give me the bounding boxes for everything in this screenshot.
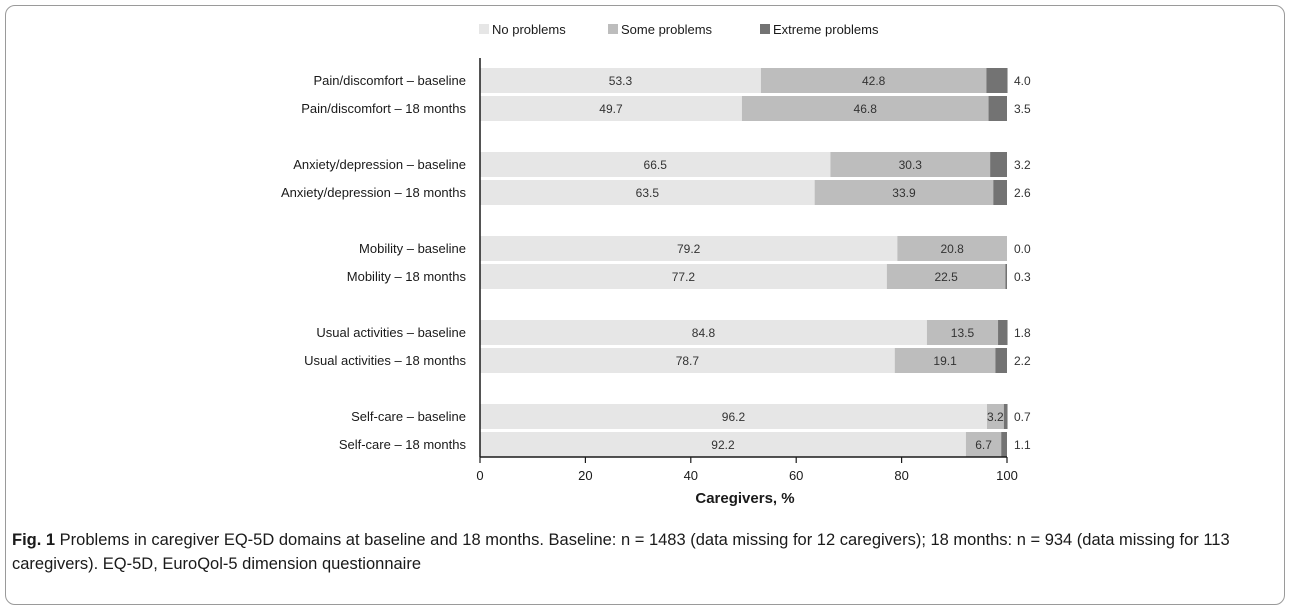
data-label: 77.2 bbox=[672, 270, 696, 284]
category-label: Usual activities – baseline bbox=[316, 325, 466, 340]
data-label: 6.7 bbox=[975, 438, 992, 452]
caption-label: Fig. 1 bbox=[12, 531, 56, 549]
data-label: 78.7 bbox=[676, 354, 700, 368]
data-label: 49.7 bbox=[599, 102, 623, 116]
x-tick-label: 100 bbox=[996, 468, 1018, 483]
category-label: Mobility – baseline bbox=[359, 241, 466, 256]
legend-label: No problems bbox=[492, 22, 566, 37]
data-label-extreme: 0.0 bbox=[1014, 242, 1031, 256]
data-label-extreme: 4.0 bbox=[1014, 74, 1031, 88]
stacked-bar-chart: No problems Some problems Extreme problems… bbox=[281, 22, 1031, 507]
category-label: Self-care – 18 months bbox=[339, 437, 467, 452]
x-tick-label: 0 bbox=[476, 468, 483, 483]
data-label-extreme: 0.3 bbox=[1014, 270, 1031, 284]
bar-segment bbox=[886, 264, 1006, 289]
data-label: 84.8 bbox=[692, 326, 716, 340]
category-label: Pain/discomfort – 18 months bbox=[301, 101, 466, 116]
caption-text: Problems in caregiver EQ-5D domains at b… bbox=[12, 531, 1230, 573]
bar-segment bbox=[480, 404, 987, 429]
data-label: 33.9 bbox=[892, 186, 916, 200]
bar-segment bbox=[1003, 404, 1008, 429]
data-label-extreme: 1.1 bbox=[1014, 438, 1031, 452]
bar-segment bbox=[894, 348, 996, 373]
bar-segment bbox=[480, 152, 831, 177]
bar-segment bbox=[990, 152, 1007, 177]
data-label-extreme: 3.5 bbox=[1014, 102, 1031, 116]
bar-segment bbox=[1005, 264, 1007, 289]
bar-segment bbox=[986, 68, 1008, 93]
bars: Pain/discomfort – baseline 53.3 42.8 4.0 Pai… bbox=[281, 68, 1031, 457]
bar-segment bbox=[995, 348, 1007, 373]
data-label: 42.8 bbox=[862, 74, 886, 88]
data-label: 19.1 bbox=[933, 354, 957, 368]
data-label: 46.8 bbox=[854, 102, 878, 116]
data-label: 3.2 bbox=[987, 410, 1004, 424]
x-tick-label: 80 bbox=[894, 468, 908, 483]
data-label: 53.3 bbox=[609, 74, 633, 88]
bar-segment bbox=[988, 96, 1007, 121]
data-label: 20.8 bbox=[941, 242, 965, 256]
x-tick-label: 20 bbox=[578, 468, 592, 483]
data-label: 96.2 bbox=[722, 410, 746, 424]
category-label: Mobility – 18 months bbox=[347, 269, 467, 284]
category-label: Usual activities – 18 months bbox=[304, 353, 466, 368]
bar-segment bbox=[926, 320, 999, 345]
data-label-extreme: 2.2 bbox=[1014, 354, 1031, 368]
bar-segment bbox=[993, 180, 1007, 205]
category-label: Anxiety/depression – 18 months bbox=[281, 185, 466, 200]
data-label: 22.5 bbox=[934, 270, 958, 284]
x-tick-label: 60 bbox=[789, 468, 803, 483]
data-label: 66.5 bbox=[644, 158, 668, 172]
x-tick-label: 40 bbox=[684, 468, 698, 483]
bar-segment bbox=[480, 348, 895, 373]
data-label: 79.2 bbox=[677, 242, 701, 256]
bar-segment bbox=[480, 320, 927, 345]
legend-swatch bbox=[479, 24, 489, 34]
bar-segment bbox=[480, 432, 966, 457]
bar-segment bbox=[986, 404, 1004, 429]
legend-swatch bbox=[608, 24, 618, 34]
legend-label: Extreme problems bbox=[773, 22, 879, 37]
category-label: Self-care – baseline bbox=[351, 409, 466, 424]
bar-segment bbox=[830, 152, 991, 177]
data-label: 30.3 bbox=[899, 158, 923, 172]
data-label-extreme: 1.8 bbox=[1014, 326, 1031, 340]
bar-segment bbox=[760, 68, 987, 93]
bar-segment bbox=[480, 180, 815, 205]
data-label-extreme: 0.7 bbox=[1014, 410, 1031, 424]
bar-segment bbox=[814, 180, 994, 205]
bar-segment bbox=[480, 264, 887, 289]
data-label-extreme: 3.2 bbox=[1014, 158, 1031, 172]
bar-segment bbox=[1001, 432, 1007, 457]
bar-segment bbox=[965, 432, 1002, 457]
data-label: 63.5 bbox=[636, 186, 660, 200]
bar-segment bbox=[480, 96, 742, 121]
x-axis: 0 20 40 60 80 100 bbox=[476, 58, 1018, 483]
legend-label: Some problems bbox=[621, 22, 713, 37]
data-label: 92.2 bbox=[711, 438, 735, 452]
data-label: 13.5 bbox=[951, 326, 975, 340]
bar-segment bbox=[480, 236, 898, 261]
bar-segment bbox=[897, 236, 1007, 261]
data-label-extreme: 2.6 bbox=[1014, 186, 1031, 200]
figure-caption: Fig. 1 Problems in caregiver EQ-5D domai… bbox=[12, 528, 1282, 576]
bar-segment bbox=[998, 320, 1008, 345]
x-axis-label: Caregivers, % bbox=[695, 490, 794, 507]
legend-swatch bbox=[760, 24, 770, 34]
legend: No problems Some problems Extreme problems bbox=[479, 22, 879, 37]
category-label: Pain/discomfort – baseline bbox=[314, 73, 466, 88]
figure-frame bbox=[5, 5, 1285, 605]
bar-segment bbox=[741, 96, 989, 121]
category-label: Anxiety/depression – baseline bbox=[293, 157, 466, 172]
bar-segment bbox=[480, 68, 761, 93]
